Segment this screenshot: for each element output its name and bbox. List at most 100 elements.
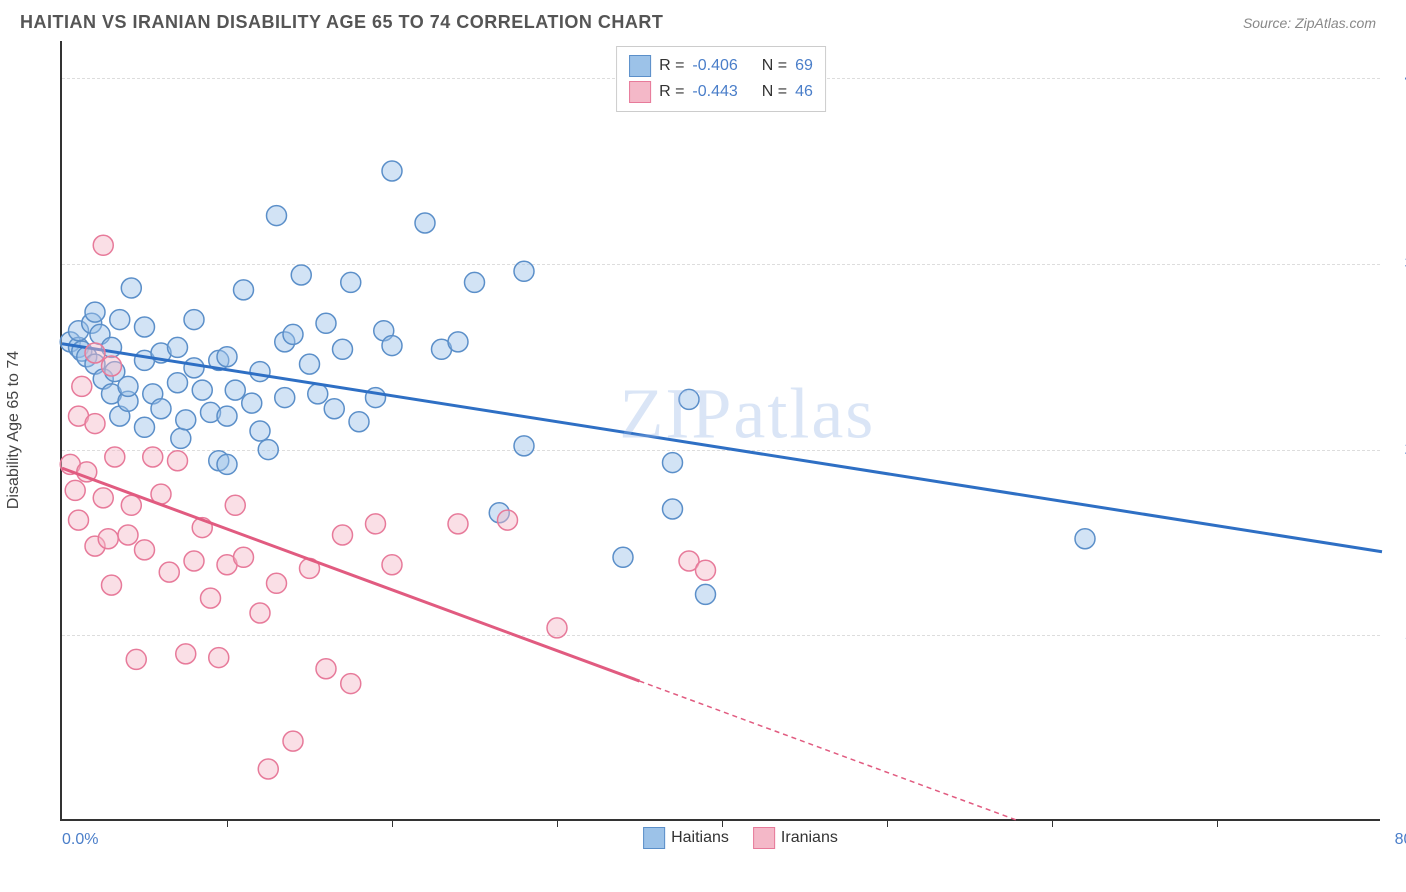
scatter-point [514,436,534,456]
scatter-point [341,272,361,292]
scatter-point [333,525,353,545]
x-tick [1052,819,1053,827]
stats-row-1: R = -0.406 N = 69 [629,53,813,79]
scatter-point [283,731,303,751]
scatter-point [242,393,262,413]
scatter-point [98,529,118,549]
scatter-point [176,410,196,430]
x-tick [227,819,228,827]
x-tick [887,819,888,827]
n-label-2: N = [762,83,787,101]
scatter-point [143,447,163,467]
scatter-point [118,525,138,545]
source-label: Source: ZipAtlas.com [1243,15,1376,31]
scatter-point [316,659,336,679]
scatter-point [283,324,303,344]
stats-row-2: R = -0.443 N = 46 [629,79,813,105]
x-tick [722,819,723,827]
scatter-point [72,376,92,396]
scatter-point [225,380,245,400]
legend-label-2: Iranians [781,829,838,847]
scatter-point [85,343,105,363]
scatter-point [135,540,155,560]
n-val-2: 46 [795,83,813,101]
scatter-point [217,347,237,367]
scatter-point [126,649,146,669]
x-tick [1217,819,1218,827]
scatter-point [613,547,633,567]
scatter-point [159,562,179,582]
scatter-point [382,336,402,356]
x-tick [392,819,393,827]
scatter-point [465,272,485,292]
scatter-point [448,332,468,352]
scatter-point [121,495,141,515]
n-label: N = [762,57,787,75]
trend-line [62,468,640,681]
scatter-point [171,428,191,448]
legend-item-2: Iranians [753,827,838,849]
scatter-point [696,560,716,580]
scatter-point [663,499,683,519]
scatter-point [168,337,188,357]
scatter-point [225,495,245,515]
scatter-point [382,555,402,575]
swatch-series1 [629,55,651,77]
scatter-point [663,453,683,473]
stats-legend: R = -0.406 N = 69 R = -0.443 N = 46 [616,46,826,112]
scatter-point [85,414,105,434]
r-label-2: R = [659,83,684,101]
scatter-point [349,412,369,432]
trend-line-dashed [640,681,1020,821]
scatter-point [324,399,344,419]
scatter-point [65,480,85,500]
scatter-point [184,358,204,378]
scatter-point [209,648,229,668]
scatter-point [498,510,518,530]
scatter-point [250,421,270,441]
scatter-point [93,488,113,508]
scatter-point [93,235,113,255]
legend-item-1: Haitians [643,827,729,849]
scatter-point [267,206,287,226]
scatter-point [184,310,204,330]
scatter-point [168,451,188,471]
scatter-point [121,278,141,298]
scatter-point [382,161,402,181]
scatter-point [250,603,270,623]
scatter-point [135,417,155,437]
scatter-point [184,551,204,571]
r-val-1: -0.406 [692,57,737,75]
scatter-point [135,317,155,337]
legend-swatch-1 [643,827,665,849]
scatter-point [341,674,361,694]
x-min-label: 0.0% [62,831,98,849]
scatter-point [85,302,105,322]
scatter-point [300,354,320,374]
scatter-point [1075,529,1095,549]
scatter-point [192,380,212,400]
scatter-point [110,310,130,330]
chart-title: HAITIAN VS IRANIAN DISABILITY AGE 65 TO … [20,12,663,33]
scatter-point [316,313,336,333]
bottom-legend: Haitians Iranians [643,827,838,849]
scatter-point [415,213,435,233]
scatter-point [333,339,353,359]
chart-area: Disability Age 65 to 74 10.0%20.0%30.0%4… [60,41,1380,821]
scatter-point [366,514,386,534]
scatter-point [102,356,122,376]
x-tick [557,819,558,827]
r-label: R = [659,57,684,75]
scatter-point [118,376,138,396]
n-val-1: 69 [795,57,813,75]
x-max-label: 80.0% [1395,831,1406,849]
r-val-2: -0.443 [692,83,737,101]
scatter-point [234,280,254,300]
scatter-point [234,547,254,567]
scatter-point [217,406,237,426]
scatter-point [448,514,468,534]
scatter-point [69,510,89,530]
scatter-point [514,261,534,281]
scatter-point [217,454,237,474]
scatter-point [291,265,311,285]
